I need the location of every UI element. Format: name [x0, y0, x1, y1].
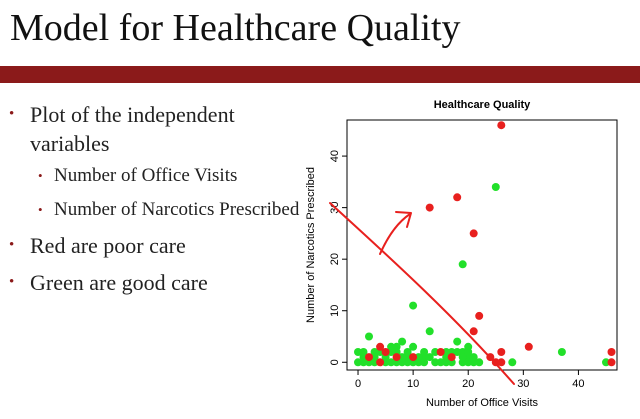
data-point [497, 358, 506, 367]
data-point [602, 358, 610, 367]
y-tick-label: 20 [329, 253, 341, 265]
x-axis-label: Number of Office Visits [426, 397, 539, 409]
data-point [447, 353, 456, 362]
x-tick-label: 0 [355, 378, 361, 390]
data-point [381, 348, 390, 356]
data-point [524, 342, 533, 351]
data-point [464, 358, 473, 367]
arrow-shaft [379, 213, 411, 255]
data-point [398, 358, 407, 367]
data-point [376, 342, 385, 351]
data-point [469, 327, 478, 336]
bullet-text: Number of Office Visits [54, 165, 238, 186]
data-point [425, 203, 434, 212]
scatter-chart: Healthcare Quality 0 10 20 30 40 0 10 20 30 40 N… [305, 99, 618, 409]
data-point [420, 348, 429, 356]
x-axis: 0 10 20 30 40 [355, 369, 585, 390]
x-tick-label: 40 [572, 378, 584, 390]
data-point [409, 353, 418, 362]
data-point [354, 358, 362, 367]
data-point [387, 358, 396, 367]
data-point [453, 193, 462, 202]
data-point [365, 353, 373, 362]
sub-bullet-narcotics: • Number of Narcotics Prescribed [30, 196, 300, 223]
bullet-list: • Plot of the independent variables • Nu… [0, 100, 300, 305]
data-point [497, 348, 506, 356]
x-tick-label: 20 [462, 378, 474, 390]
data-point [381, 358, 390, 367]
data-point [508, 358, 517, 367]
data-point [475, 358, 484, 367]
data-point [376, 358, 385, 367]
data-point [359, 348, 368, 356]
bullet-dot: • [9, 106, 15, 122]
data-point [607, 348, 616, 356]
bullet-dot: • [9, 237, 15, 253]
data-point [469, 358, 478, 367]
bullet-plot-variables: • Plot of the independent variables • Nu… [0, 100, 300, 223]
data-point [387, 348, 396, 356]
data-point [442, 358, 451, 367]
chart-title: Healthcare Quality [434, 99, 531, 111]
data-point [409, 301, 418, 310]
hand-drawn-annotation [329, 202, 515, 385]
bullet-dot: • [38, 202, 43, 217]
data-point [409, 342, 418, 351]
bullet-text: Number of Narcotics Prescribed [54, 199, 300, 220]
data-point [458, 353, 467, 362]
title-accent-bar [0, 66, 640, 83]
slide-title: Model for Healthcare Quality [10, 7, 461, 49]
sub-bullet-office-visits: • Number of Office Visits [30, 162, 300, 189]
data-point [425, 353, 434, 362]
data-point [458, 260, 467, 269]
data-point [497, 121, 506, 130]
data-point [370, 353, 379, 362]
data-point [359, 358, 368, 367]
x-tick-label: 30 [517, 378, 529, 390]
data-point [403, 353, 412, 362]
data-point [365, 332, 373, 341]
data-point [469, 229, 478, 238]
y-tick-label: 10 [329, 305, 341, 317]
bullet-green-good-care: • Green are good care [0, 268, 300, 297]
bullet-red-poor-care: • Red are poor care [0, 231, 300, 260]
bullet-dot: • [38, 168, 43, 183]
arrow-head [395, 211, 412, 228]
data-point [557, 348, 566, 356]
data-point [414, 353, 423, 362]
data-point [431, 358, 440, 367]
data-point [436, 358, 445, 367]
data-point [392, 353, 401, 362]
data-point [431, 348, 440, 356]
y-tick-label: 0 [329, 359, 341, 365]
data-point [475, 311, 484, 320]
bullet-text: Red are poor care [30, 233, 186, 258]
data-point [436, 348, 445, 356]
data-points [354, 121, 616, 367]
data-point [491, 183, 500, 191]
data-point [464, 348, 473, 356]
data-point [398, 337, 407, 346]
data-point [607, 358, 616, 367]
bullet-text: Green are good care [30, 270, 208, 295]
data-point [420, 358, 429, 367]
x-tick-label: 10 [407, 378, 419, 390]
decision-line [329, 202, 515, 385]
data-point [453, 337, 462, 346]
bullet-dot: • [9, 274, 15, 290]
data-point [453, 348, 462, 356]
plot-frame [346, 119, 618, 371]
data-point [354, 348, 362, 356]
y-tick-label: 40 [329, 150, 341, 162]
y-axis-label: Number of Narcotics Prescribed [305, 167, 317, 323]
data-point [425, 327, 434, 336]
bullet-text: Plot of the independent variables [30, 102, 235, 156]
